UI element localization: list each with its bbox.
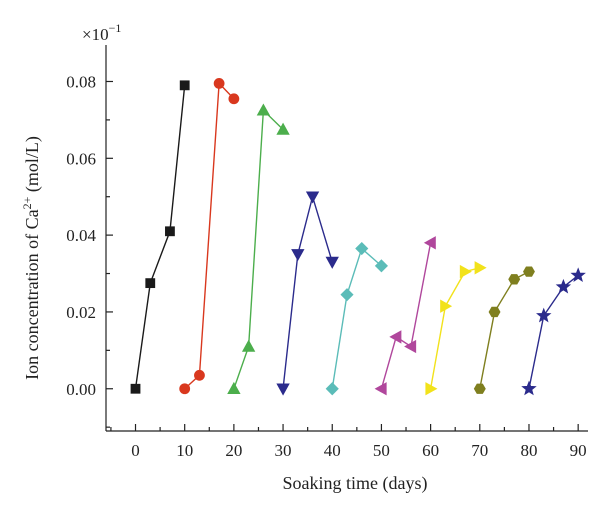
y-axis-multiplier-base: ×10 xyxy=(82,25,109,44)
data-point-square xyxy=(179,80,190,91)
y-ticks: 0.00 0.02 0.04 0.06 0.08 xyxy=(66,72,113,428)
data-point-star xyxy=(536,307,552,323)
y-axis-title: Ion concentration of Ca2+ (mol/L) xyxy=(20,136,43,380)
x-tick-label: 70 xyxy=(471,441,488,460)
data-point-square xyxy=(165,226,175,237)
y-tick-label: 0.08 xyxy=(66,72,96,91)
x-tick-label: 40 xyxy=(324,441,341,460)
y-axis-multiplier-exponent: −1 xyxy=(109,21,122,35)
data-point-square xyxy=(130,383,141,394)
data-point-triangle-right xyxy=(425,382,438,396)
data-point-diamond xyxy=(340,288,354,302)
data-point-triangle-down xyxy=(276,383,290,396)
x-tick-label: 20 xyxy=(225,441,242,460)
x-tick-label: 10 xyxy=(176,441,193,460)
data-point-triangle-right xyxy=(459,264,472,279)
series-line xyxy=(331,247,382,389)
y-axis-title-superscript: 2+ xyxy=(20,196,34,209)
series-line xyxy=(429,267,480,389)
x-tick-label: 0 xyxy=(131,441,140,460)
series-3 xyxy=(227,103,290,394)
x-tick-label: 90 xyxy=(570,441,587,460)
data-point-triangle-right xyxy=(474,261,487,275)
series-line xyxy=(184,81,235,390)
series-5 xyxy=(325,241,388,396)
series-9 xyxy=(521,267,586,396)
data-point-circle xyxy=(213,78,225,89)
y-tick-label: 0.00 xyxy=(66,380,96,399)
series-8 xyxy=(473,266,535,394)
y-axis-title-suffix: (mol/L) xyxy=(22,136,43,197)
x-tick-label: 30 xyxy=(275,441,292,460)
series-7 xyxy=(425,261,487,396)
series-line xyxy=(134,85,186,389)
data-point-hexagon xyxy=(488,306,501,318)
data-point-triangle-up xyxy=(241,339,256,352)
data-point-triangle-left xyxy=(374,382,387,396)
data-point-triangle-down xyxy=(325,256,339,269)
series-line xyxy=(380,242,432,389)
series-6 xyxy=(374,236,436,396)
data-point-circle xyxy=(194,369,205,381)
x-tick-label: 80 xyxy=(520,441,537,460)
data-point-triangle-left xyxy=(423,236,436,250)
data-point-diamond xyxy=(355,241,369,256)
series-line xyxy=(528,274,579,389)
series-1 xyxy=(130,80,190,394)
data-point-circle xyxy=(179,383,191,395)
data-point-hexagon xyxy=(473,383,486,394)
x-ticks: 0 10 20 30 40 50 60 70 80 90 xyxy=(110,424,587,460)
data-point-triangle-down xyxy=(291,249,305,262)
data-point-triangle-left xyxy=(389,330,402,344)
data-point-triangle-up xyxy=(256,103,271,116)
axes: 0.00 0.02 0.04 0.06 0.08 0 10 20 30 40 50 60 70 80 90 xyxy=(66,45,588,460)
data-point-diamond xyxy=(374,259,388,273)
series-line xyxy=(233,108,284,389)
series-line xyxy=(282,194,333,389)
data-point-hexagon xyxy=(508,274,521,285)
x-tick-label: 60 xyxy=(422,441,439,460)
data-point-hexagon xyxy=(523,266,535,277)
data-point-star xyxy=(521,380,537,396)
data-point-triangle-up xyxy=(227,381,241,394)
data-point-star xyxy=(570,267,586,283)
data-point-triangle-right xyxy=(440,299,453,313)
y-tick-label: 0.06 xyxy=(66,149,96,168)
y-tick-label: 0.02 xyxy=(66,303,96,322)
data-point-triangle-left xyxy=(404,339,417,354)
data-point-square xyxy=(145,278,156,289)
y-axis-multiplier: ×10−1 xyxy=(82,21,121,44)
x-axis-title: Soaking time (days) xyxy=(283,473,428,494)
y-tick-label: 0.04 xyxy=(66,226,96,245)
x-tick-label: 50 xyxy=(373,441,390,460)
plot-area xyxy=(130,78,586,396)
data-point-circle xyxy=(228,93,240,105)
y-axis-title-prefix: Ion concentration of Ca xyxy=(22,209,42,379)
series-line xyxy=(479,270,530,389)
series-4 xyxy=(276,191,339,396)
data-point-star xyxy=(555,278,572,294)
data-point-triangle-up xyxy=(276,122,290,135)
data-point-diamond xyxy=(325,382,339,396)
series-2 xyxy=(179,78,240,395)
data-point-triangle-down xyxy=(305,191,320,204)
